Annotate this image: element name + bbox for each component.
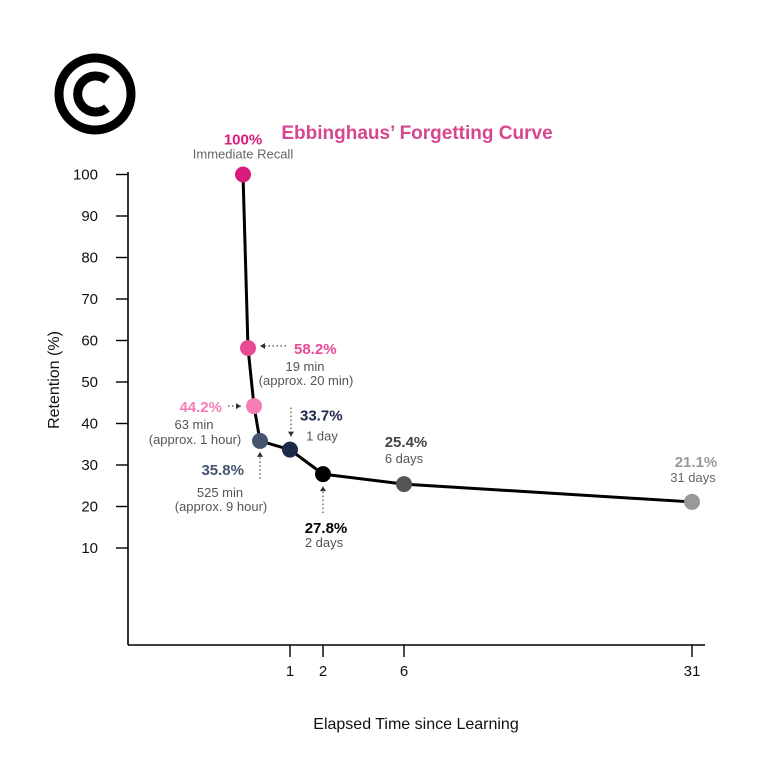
curve-layer <box>241 173 694 504</box>
y-tick-label: 20 <box>81 499 98 516</box>
pointer-arrow-head <box>260 342 265 349</box>
chart-title: Ebbinghaus’ Forgetting Curve <box>281 123 552 144</box>
y-tick-label: 100 <box>73 167 98 184</box>
point-percent-label: 100% <box>224 132 262 149</box>
pointer-arrow-head <box>236 403 241 410</box>
y-axis-label: Retention (%) <box>46 331 63 429</box>
point-sub-label: (approx. 9 hour) <box>175 499 268 514</box>
point-percent-label: 58.2% <box>294 341 337 358</box>
y-tick-label: 50 <box>81 374 98 391</box>
point-sub-label: 525 min <box>197 485 243 500</box>
y-tick-label: 30 <box>81 457 98 474</box>
data-point <box>282 441 298 458</box>
pointer-arrow-head <box>320 486 326 492</box>
y-tick-group: 10 20 30 40 50 60 70 80 90 100 <box>73 167 128 557</box>
copyright-icon <box>54 53 136 135</box>
x-tick-label: 6 <box>400 663 408 680</box>
y-tick-label: 60 <box>81 333 98 350</box>
point-sub-label: 31 days <box>670 470 716 485</box>
point-layer <box>235 166 700 510</box>
x-tick-label: 2 <box>319 663 327 680</box>
data-point <box>315 466 331 483</box>
x-axis-label: Elapsed Time since Learning <box>313 716 518 733</box>
point-percent-label: 44.2% <box>179 399 222 416</box>
point-sub-label: 2 days <box>305 535 344 550</box>
point-percent-label: 33.7% <box>300 408 343 425</box>
forgetting-curve-line <box>241 173 694 504</box>
data-point <box>240 339 256 356</box>
data-point <box>252 432 268 449</box>
point-sub-label: 63 min <box>174 417 213 432</box>
y-tick-label: 10 <box>81 540 98 557</box>
point-percent-label: 35.8% <box>201 462 244 479</box>
point-sub-label: (approx. 1 hour) <box>149 432 242 447</box>
y-tick-label: 90 <box>81 208 98 225</box>
y-tick-label: 80 <box>81 250 98 267</box>
data-point <box>246 398 262 415</box>
x-tick-label: 1 <box>286 663 294 680</box>
data-point <box>684 493 700 510</box>
point-percent-label: 27.8% <box>305 520 348 537</box>
data-point <box>396 476 412 493</box>
data-point <box>235 166 251 183</box>
point-sub-label: 19 min <box>285 359 324 374</box>
pointer-arrow-head <box>257 451 263 457</box>
point-percent-label: 25.4% <box>385 434 428 451</box>
point-percent-label: 21.1% <box>675 454 718 471</box>
arrow-layer <box>228 342 326 514</box>
point-sub-label: 1 day <box>306 429 338 444</box>
y-tick-label: 40 <box>81 416 98 433</box>
point-sub-label: (approx. 20 min) <box>259 373 354 388</box>
x-tick-label: 31 <box>684 663 701 680</box>
pointer-arrow-head <box>288 431 294 437</box>
x-tick-group: 1 2 6 31 <box>286 645 701 680</box>
point-sub-label: 6 days <box>385 451 424 466</box>
y-tick-label: 70 <box>81 291 98 308</box>
point-sub-label: Immediate Recall <box>193 147 294 162</box>
